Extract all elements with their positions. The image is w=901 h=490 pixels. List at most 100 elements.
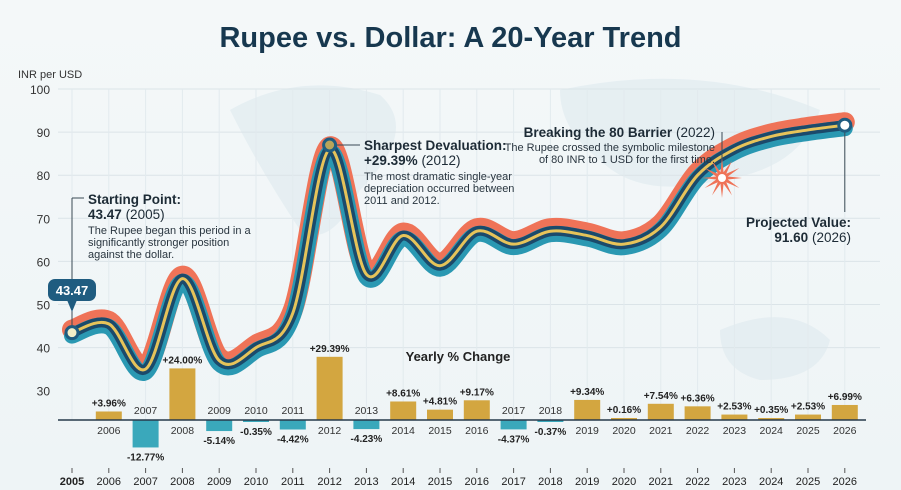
x-tick-label: 2007 bbox=[133, 476, 157, 488]
y-tick-label: 50 bbox=[37, 299, 51, 313]
bar-2010 bbox=[243, 420, 269, 422]
x-tick-label: 2022 bbox=[685, 476, 709, 488]
x-tick-label: 2026 bbox=[833, 476, 857, 488]
bar-year-label: 2022 bbox=[686, 425, 710, 437]
start-badge-text: 43.47 bbox=[56, 283, 89, 298]
annotation-start-l3: against the dollar. bbox=[88, 249, 175, 261]
bar-2017 bbox=[500, 420, 527, 430]
bar-2019 bbox=[574, 399, 601, 420]
bar-year-label: 2023 bbox=[723, 425, 747, 437]
bar-2026 bbox=[831, 404, 858, 420]
x-tick-label: 2010 bbox=[244, 476, 268, 488]
annotation-start-year: (2005) bbox=[125, 207, 165, 222]
bar-year-label: 2013 bbox=[355, 405, 379, 417]
bar-year-label: 2026 bbox=[833, 425, 857, 437]
bar-year-label: 2012 bbox=[318, 425, 342, 437]
peak-marker bbox=[322, 137, 338, 153]
x-tick-label: 2019 bbox=[575, 476, 599, 488]
bar-2013 bbox=[353, 420, 380, 430]
bars-title: Yearly % Change bbox=[406, 349, 511, 364]
annotation-barrier: Breaking the 80 Barrier (2022) The Rupee… bbox=[505, 125, 715, 166]
bar-2008 bbox=[169, 368, 196, 420]
bar-2006 bbox=[95, 411, 122, 420]
x-tick-label: 2023 bbox=[722, 476, 746, 488]
y-axis-label: INR per USD bbox=[18, 69, 82, 81]
bar-value-label: +3.96% bbox=[92, 398, 126, 409]
annotation-sharpest-value: +29.39% bbox=[364, 153, 418, 168]
y-tick-label: 90 bbox=[37, 126, 51, 140]
x-tick-label: 2021 bbox=[649, 476, 673, 488]
bar-year-label: 2008 bbox=[171, 425, 195, 437]
annotation-sharpest-l1: The most dramatic single-year bbox=[364, 171, 512, 183]
y-tick-label: 80 bbox=[37, 169, 51, 183]
bar-year-label: 2019 bbox=[576, 425, 600, 437]
x-tick-label: 2016 bbox=[465, 476, 489, 488]
bar-value-label: -0.37% bbox=[535, 427, 567, 438]
start-badge-pointer bbox=[67, 300, 77, 312]
bar-year-label: 2025 bbox=[796, 425, 820, 437]
bar-year-label: 2011 bbox=[282, 405, 305, 417]
x-tick-label: 2020 bbox=[612, 476, 636, 488]
bar-year-label: 2018 bbox=[539, 405, 563, 417]
bar-2018 bbox=[537, 420, 564, 422]
bar-2016 bbox=[463, 400, 490, 420]
bar-2007 bbox=[132, 420, 159, 448]
bar-value-label: +9.17% bbox=[460, 387, 494, 398]
bar-year-label: 2007 bbox=[134, 405, 158, 417]
annotation-barrier-l1: The Rupee crossed the symbolic milestone bbox=[504, 142, 715, 154]
x-tick-label: 2025 bbox=[796, 476, 820, 488]
annotation-start-l1: The Rupee began this period in a bbox=[88, 225, 251, 237]
x-tick-label: 2011 bbox=[281, 476, 305, 488]
annotation-barrier-head: Breaking the 80 Barrier bbox=[523, 125, 673, 140]
bar-year-label: 2015 bbox=[428, 425, 452, 437]
bar-2009 bbox=[206, 420, 233, 432]
annotation-start-head: Starting Point: bbox=[88, 192, 181, 207]
annotation-sharpest: Sharpest Devaluation: +29.39% (2012) The… bbox=[364, 138, 514, 207]
y-tick-label: 30 bbox=[37, 385, 51, 399]
x-tick-label: 2005 bbox=[60, 476, 84, 488]
series-line-3 bbox=[70, 123, 847, 372]
annotation-projected: Projected Value: 91.60 (2026) bbox=[746, 215, 851, 245]
bar-year-label: 2016 bbox=[465, 425, 489, 437]
bar-year-label: 2006 bbox=[97, 425, 121, 437]
bar-value-label: +29.39% bbox=[310, 344, 350, 355]
bar-year-label: 2024 bbox=[760, 425, 784, 437]
bar-value-label: -12.77% bbox=[127, 452, 164, 463]
start-badge bbox=[48, 279, 96, 301]
annotation-start: Starting Point: 43.47 (2005) The Rupee b… bbox=[88, 192, 251, 261]
map-shape bbox=[560, 78, 820, 187]
x-tick-label: 2013 bbox=[354, 476, 378, 488]
x-tick-label: 2015 bbox=[428, 476, 452, 488]
x-tick-label: 2017 bbox=[501, 476, 525, 488]
annotation-projected-head: Projected Value: bbox=[745, 215, 851, 230]
bar-2023 bbox=[721, 414, 748, 420]
bar-2022 bbox=[684, 406, 711, 420]
bar-year-label: 2021 bbox=[649, 425, 673, 437]
map-shape bbox=[720, 317, 830, 380]
y-tick-label: 70 bbox=[37, 212, 51, 226]
annotation-barrier-year: (2022) bbox=[675, 125, 715, 140]
x-tick-label: 2009 bbox=[207, 476, 231, 488]
bar-value-label: +24.00% bbox=[163, 355, 203, 366]
bar-2025 bbox=[795, 414, 821, 420]
bar-year-label: 2009 bbox=[208, 405, 232, 417]
bar-value-label: -5.14% bbox=[203, 436, 235, 447]
x-tick-label: 2006 bbox=[97, 476, 121, 488]
bar-year-label: 2017 bbox=[502, 405, 526, 417]
end-marker bbox=[837, 117, 853, 133]
bar-value-label: -4.42% bbox=[277, 435, 309, 446]
x-tick-label: 2018 bbox=[538, 476, 562, 488]
bar-value-label: -4.23% bbox=[351, 434, 383, 445]
x-tick-label: 2014 bbox=[391, 476, 415, 488]
annotation-sharpest-l2: depreciation occurred between bbox=[364, 183, 515, 195]
annotation-start-l2: significantly stronger position bbox=[88, 237, 230, 249]
annotation-sharpest-head: Sharpest Devaluation: bbox=[364, 138, 507, 153]
barrier-marker bbox=[718, 174, 726, 182]
bar-2012 bbox=[316, 356, 343, 420]
bar-2020 bbox=[611, 418, 637, 420]
bar-value-label: +2.53% bbox=[791, 402, 825, 413]
bar-year-label: 2014 bbox=[392, 425, 416, 437]
y-tick-label: 60 bbox=[37, 255, 51, 269]
bar-value-label: +0.35% bbox=[754, 405, 788, 416]
